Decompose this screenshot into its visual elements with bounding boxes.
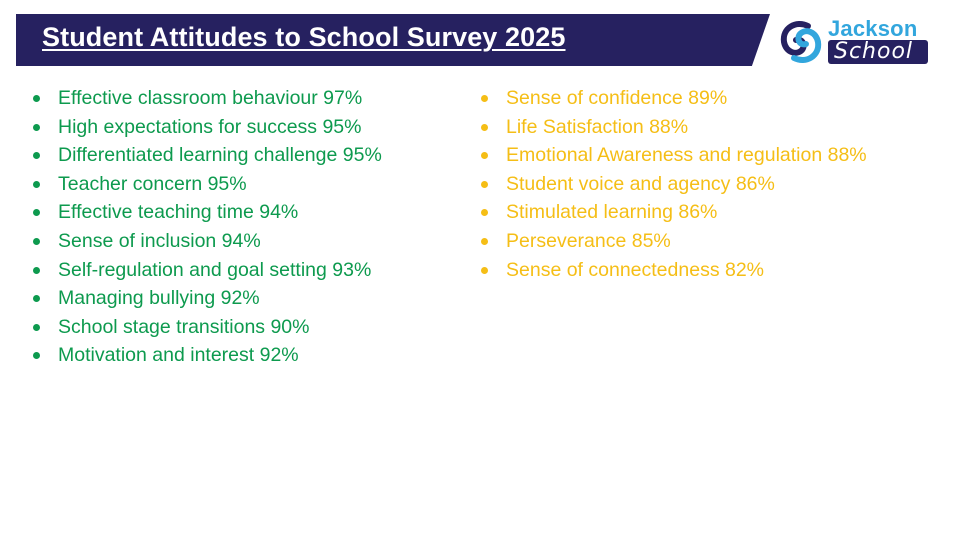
- list-item-label: Stimulated learning 86%: [506, 201, 718, 224]
- page-title: Student Attitudes to School Survey 2025: [42, 22, 566, 52]
- list-item-label: Effective classroom behaviour 97%: [58, 87, 363, 109]
- list-item-label: School stage transitions 90%: [58, 315, 310, 338]
- list-item-label: Emotional Awareness and regulation 88%: [506, 144, 867, 167]
- list-item: Emotional Awareness and regulation 88%: [478, 141, 867, 170]
- list-item-label: Self-regulation and goal setting 93%: [58, 258, 372, 281]
- bullet-icon: [481, 237, 488, 245]
- list-item: Self-regulation and goal setting 93%: [30, 256, 382, 285]
- list-item: Life Satisfaction 88%: [478, 113, 867, 142]
- list-item-label: Student voice and agency 86%: [506, 172, 775, 195]
- list-item-label: Perseverance 85%: [506, 229, 671, 252]
- list-item: Stimulated learning 86%: [478, 198, 867, 227]
- bullet-icon: [33, 295, 40, 303]
- logo-school-text: School: [834, 39, 914, 64]
- list-item: Differentiated learning challenge 95%: [30, 141, 382, 170]
- list-item-label: Sense of inclusion 94%: [58, 229, 261, 252]
- bullet-icon: [481, 152, 488, 160]
- bullet-icon: [33, 266, 40, 274]
- bullet-icon: [481, 266, 488, 274]
- bullet-icon: [33, 180, 40, 188]
- list-item-label: High expectations for success 95%: [58, 115, 362, 138]
- list-item: Teacher concern 95%: [30, 170, 382, 199]
- bullet-icon: [33, 323, 40, 331]
- list-item: Managing bullying 92%: [30, 284, 382, 313]
- school-logo: Jackson School: [778, 16, 930, 68]
- list-item-label: Life Satisfaction 88%: [506, 115, 689, 138]
- list-item-label: Sense of confidence 89%: [506, 87, 728, 109]
- list-item-label: Effective teaching time 94%: [58, 201, 299, 224]
- logo-jackson-text: Jackson: [828, 16, 918, 41]
- bullet-icon: [33, 152, 40, 160]
- list-item-label: Managing bullying 92%: [58, 287, 260, 310]
- list-item: Student voice and agency 86%: [478, 170, 867, 199]
- list-item: Sense of confidence 89%: [478, 84, 867, 113]
- bullet-icon: [33, 209, 40, 217]
- list-item: High expectations for success 95%: [30, 113, 382, 142]
- list-item: Sense of connectedness 82%: [478, 256, 867, 285]
- list-item: School stage transitions 90%: [30, 313, 382, 342]
- list-item: Effective teaching time 94%: [30, 198, 382, 227]
- bullet-icon: [33, 237, 40, 245]
- list-item-label: Motivation and interest 92%: [58, 344, 299, 367]
- list-item-label: Sense of connectedness 82%: [506, 258, 765, 281]
- list-item: Effective classroom behaviour 97%: [30, 84, 382, 113]
- bullet-icon: [481, 180, 488, 188]
- title-banner: Student Attitudes to School Survey 2025: [16, 14, 770, 66]
- bullet-icon: [481, 95, 488, 102]
- list-item: Perseverance 85%: [478, 227, 867, 256]
- logo-school-box: School: [828, 39, 928, 64]
- list-item: Motivation and interest 92%: [30, 341, 382, 370]
- list-item: Sense of inclusion 94%: [30, 227, 382, 256]
- strengths-list: Effective classroom behaviour 97% High e…: [30, 84, 382, 370]
- bullet-icon: [33, 123, 40, 131]
- swirl-logo-icon: [780, 21, 822, 63]
- bullet-icon: [481, 123, 488, 131]
- list-item-label: Differentiated learning challenge 95%: [58, 144, 382, 167]
- other-results-list: Sense of confidence 89% Life Satisfactio…: [478, 84, 867, 284]
- list-item-label: Teacher concern 95%: [58, 172, 247, 195]
- bullet-icon: [33, 352, 40, 360]
- bullet-icon: [481, 209, 488, 217]
- bullet-icon: [33, 95, 40, 102]
